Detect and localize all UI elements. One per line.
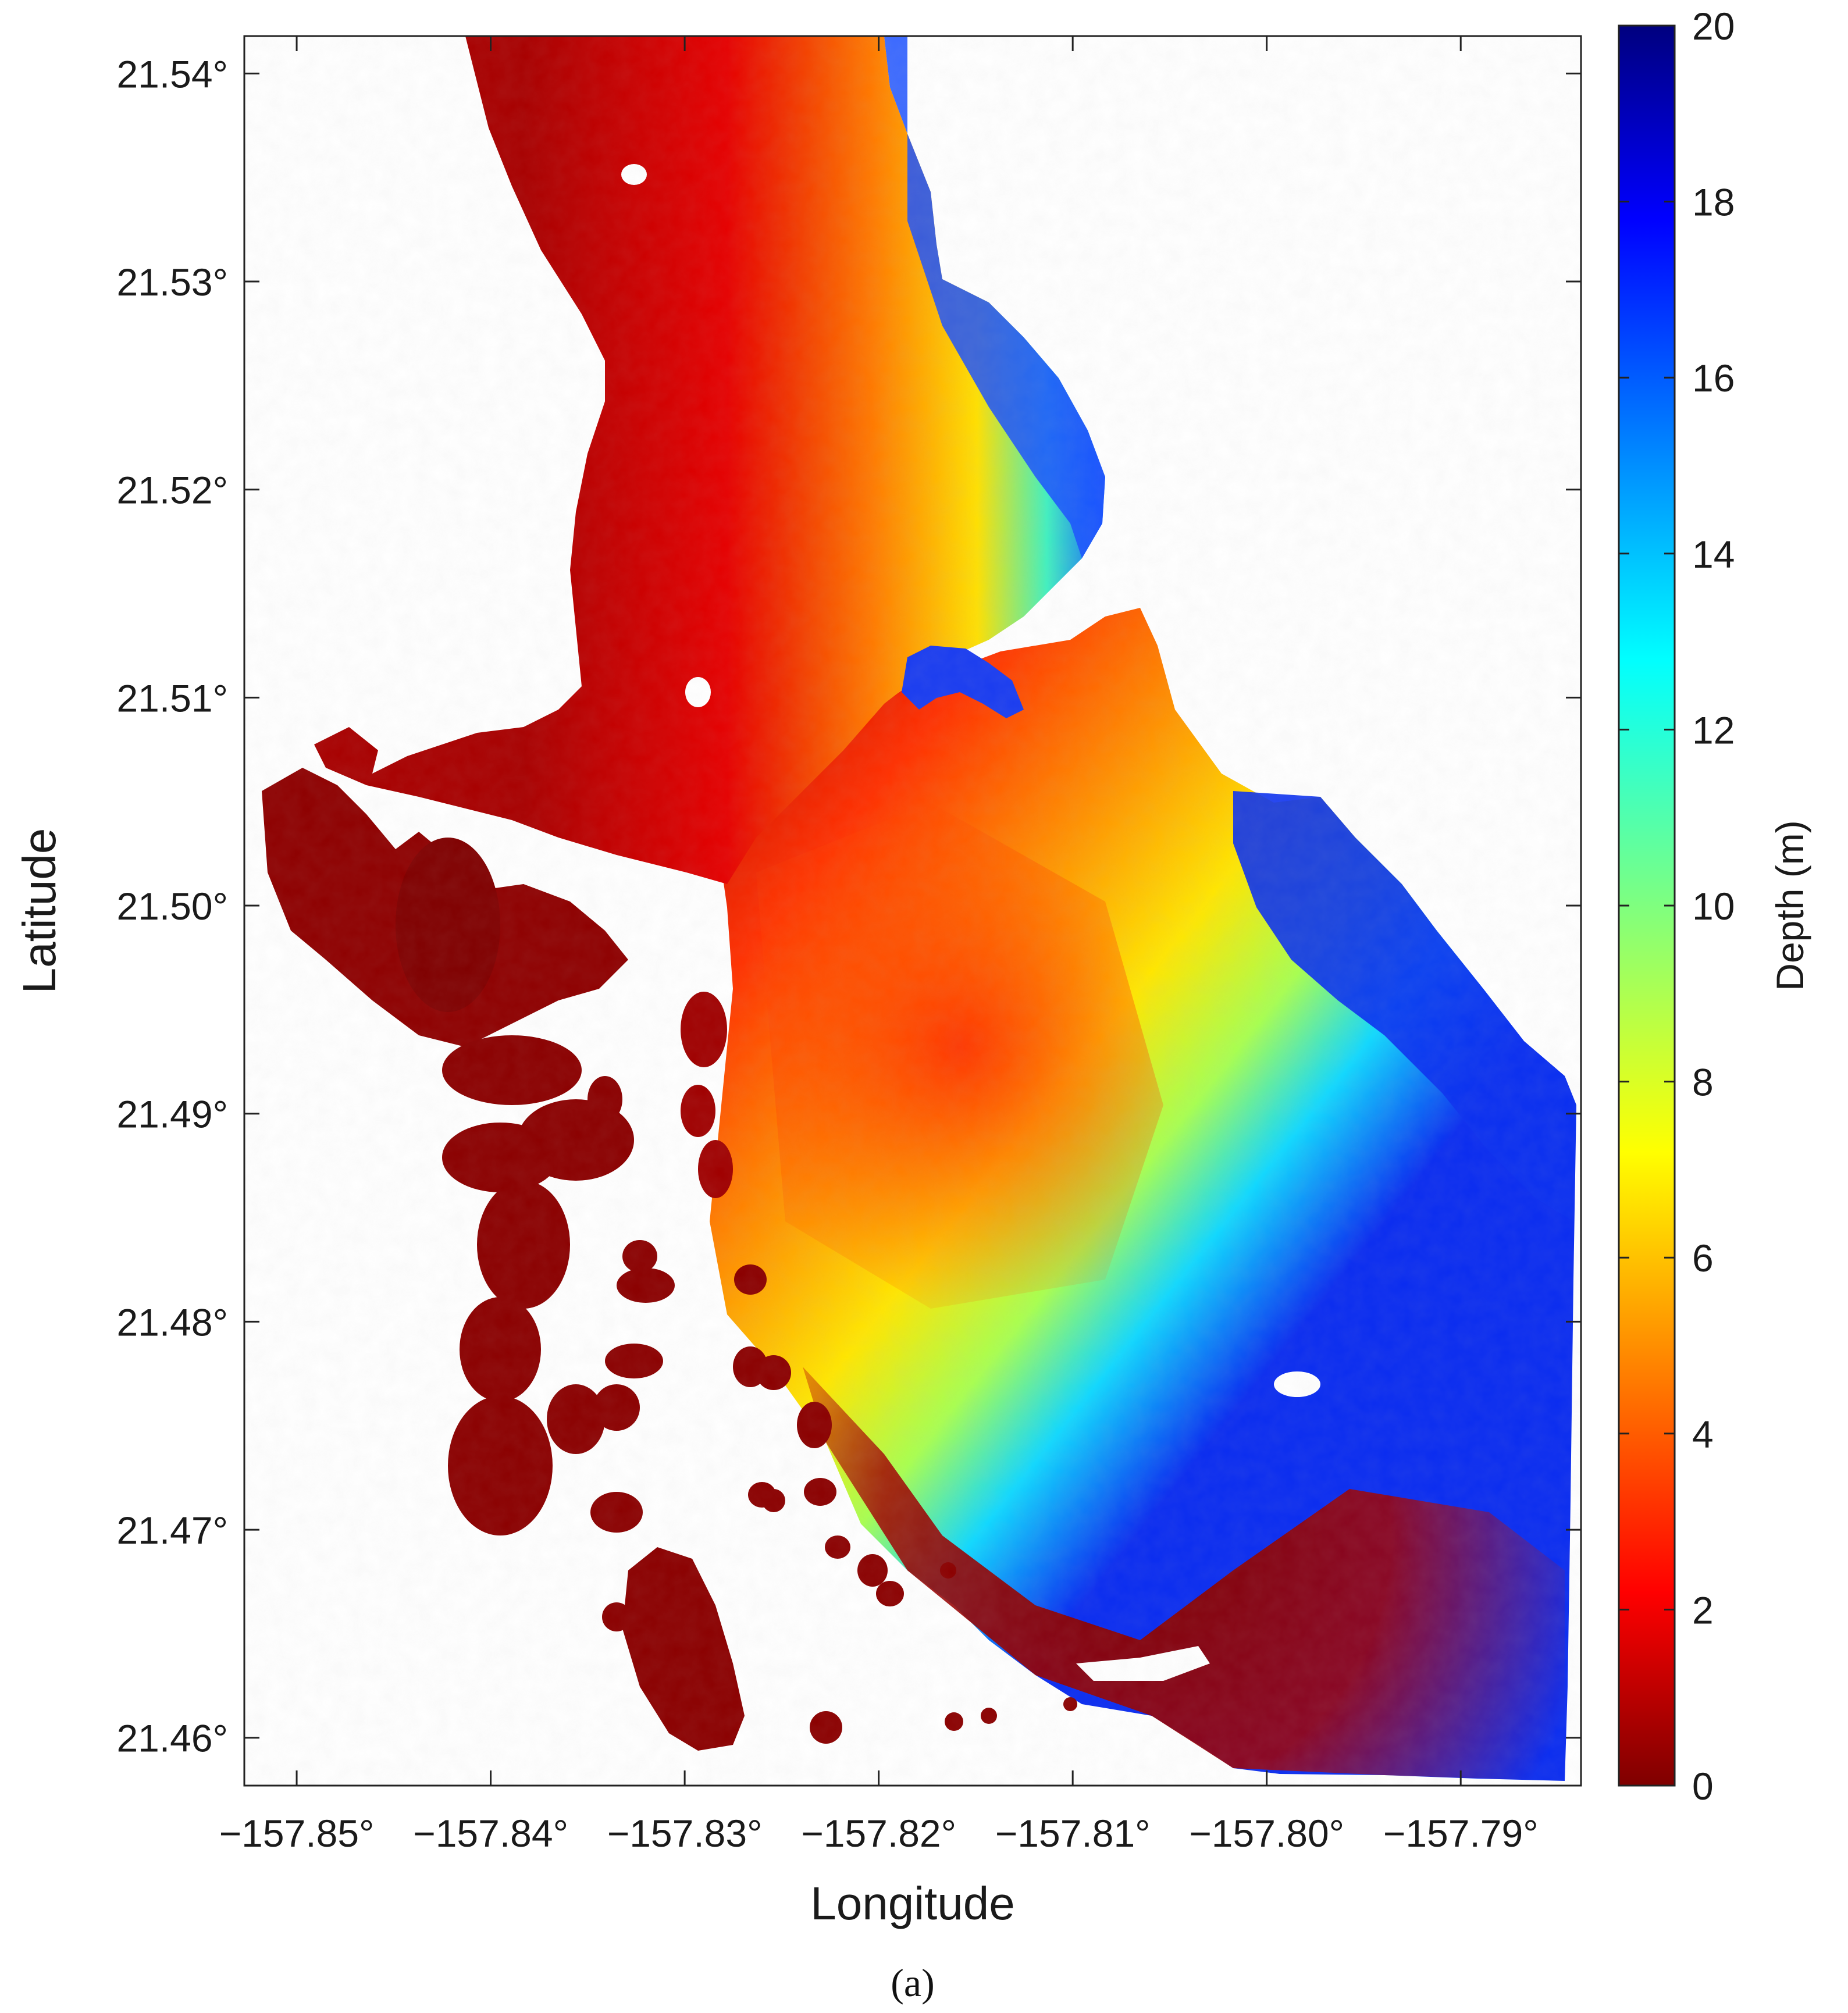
x-axis-title: Longitude (810, 1877, 1014, 1929)
colorbar-title: Depth (m) (1768, 820, 1811, 991)
depth-raster (244, 36, 1581, 1786)
colorbar-axis: 0 2 4 6 8 10 12 14 16 18 20 (1619, 5, 1735, 1808)
x-tick-label-6: −157.79° (1383, 1812, 1539, 1855)
colorbar-tick-label-6: 12 (1692, 708, 1735, 751)
y-tick-label-4: 21.50° (116, 885, 228, 928)
x-tick-label-2: −157.83° (607, 1812, 763, 1855)
x-tick-label-3: −157.82° (801, 1812, 956, 1855)
y-axis-title: Latitude (13, 828, 65, 994)
colorbar-tick-label-10: 20 (1692, 5, 1735, 48)
colorbar-tick-label-0: 0 (1692, 1765, 1714, 1808)
colorbar-tick-label-9: 18 (1692, 181, 1735, 224)
figure-caption: (a) (891, 1961, 934, 2005)
y-tick-label-0: 21.46° (116, 1717, 228, 1760)
x-tick-label-5: −157.80° (1189, 1812, 1344, 1855)
colorbar-tick-label-8: 16 (1692, 357, 1735, 400)
y-tick-label-8: 21.54° (116, 52, 228, 95)
y-tick-label-1: 21.47° (116, 1509, 228, 1552)
colorbar-tick-label-7: 14 (1692, 533, 1735, 576)
y-tick-label-7: 21.53° (116, 261, 228, 304)
colorbar-tick-label-3: 6 (1692, 1237, 1714, 1280)
colorbar-tick-label-4: 8 (1692, 1061, 1714, 1104)
x-tick-label-4: −157.81° (995, 1812, 1151, 1855)
depth-texture (244, 36, 1581, 1786)
x-axis: −157.85° −157.84° −157.83° −157.82° −157.81°… (219, 36, 1539, 1855)
colorbar-tick-label-1: 2 (1692, 1588, 1714, 1631)
x-tick-label-0: −157.85° (219, 1812, 375, 1855)
colorbar-tick-label-2: 4 (1692, 1413, 1714, 1456)
y-tick-label-6: 21.52° (116, 469, 228, 512)
colorbar-tick-label-5: 10 (1692, 885, 1735, 928)
y-tick-label-3: 21.49° (116, 1093, 228, 1136)
x-tick-label-1: −157.84° (413, 1812, 568, 1855)
y-axis: 21.46° 21.47° 21.48° 21.49° 21.50° 21.51° 21.5… (116, 52, 1581, 1760)
y-tick-label-5: 21.51° (116, 676, 228, 719)
y-tick-label-2: 21.48° (116, 1301, 228, 1344)
plot-frame (243, 35, 1582, 1787)
